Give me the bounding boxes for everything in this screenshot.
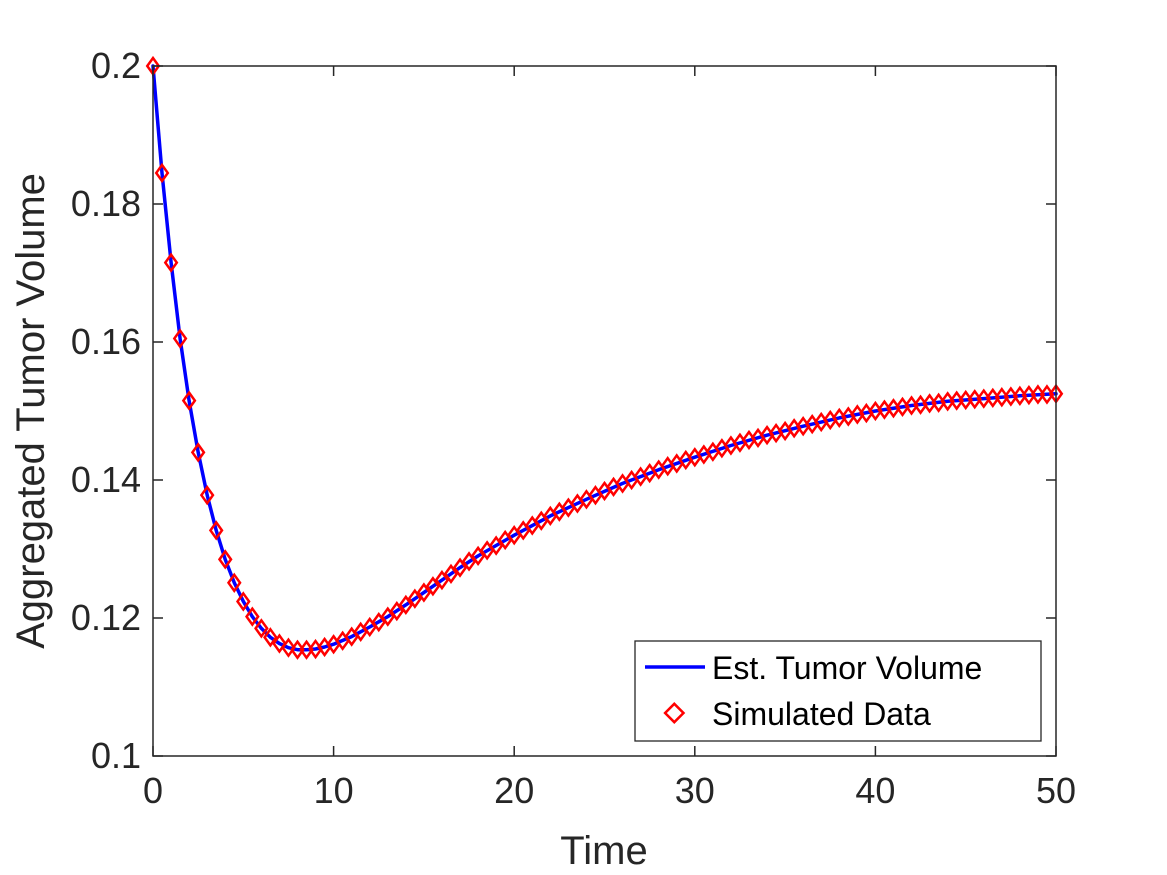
data-point-simulated <box>217 549 233 570</box>
x-tick-label: 30 <box>675 770 715 811</box>
y-tick-label: 0.1 <box>91 735 141 776</box>
data-point-simulated <box>208 520 224 541</box>
data-point-simulated <box>181 390 197 411</box>
data-point-simulated <box>425 576 441 597</box>
data-point-simulated <box>407 588 423 609</box>
data-point-simulated <box>199 485 215 506</box>
data-point-simulated <box>172 328 188 349</box>
ticks-layer: 0 10 20 30 40 50 0.1 0.12 0.14 0.16 0.18 0.2 <box>71 45 1076 811</box>
plot-frame <box>152 65 1057 757</box>
x-tick-label: 20 <box>494 770 534 811</box>
data-point-simulated <box>254 618 269 639</box>
x-tick-label: 10 <box>314 770 354 811</box>
data-point-simulated <box>452 557 468 578</box>
x-axis-title: Time <box>560 829 647 873</box>
data-point-simulated <box>190 442 206 463</box>
y-tick-label: 0.2 <box>91 45 141 86</box>
data-point-simulated <box>443 563 459 584</box>
series-line-est-tumor-volume <box>151 64 1058 652</box>
legend-box <box>634 640 1042 742</box>
data-point-simulated <box>226 572 242 593</box>
x-tick-label: 0 <box>143 770 163 811</box>
data-point-simulated <box>235 591 251 612</box>
legend-label-est-tumor-volume: Est. Tumor Volume <box>712 650 982 686</box>
legend-label-simulated-data: Simulated Data <box>712 696 931 732</box>
data-point-simulated <box>398 594 414 616</box>
data-point-simulated <box>245 606 260 627</box>
y-tick-label: 0.16 <box>71 321 141 362</box>
series-layer <box>145 55 1064 660</box>
data-point-simulated <box>272 633 287 654</box>
y-tick-label: 0.18 <box>71 183 141 224</box>
data-point-simulated <box>389 600 405 622</box>
data-point-simulated <box>434 569 450 591</box>
data-point-simulated <box>154 162 170 184</box>
data-point-simulated <box>263 627 278 648</box>
y-tick-label: 0.12 <box>71 597 141 638</box>
legend: Est. Tumor Volume Simulated Data <box>634 640 1042 742</box>
x-tick-label: 40 <box>855 770 895 811</box>
data-point-simulated <box>416 582 432 603</box>
y-tick-label: 0.14 <box>71 459 141 500</box>
x-tick-label: 50 <box>1036 770 1076 811</box>
legend-diamond-sample <box>663 702 686 724</box>
y-axis-title: Aggregated Tumor Volume <box>9 173 53 649</box>
data-point-simulated <box>281 637 296 658</box>
data-point-simulated <box>163 252 179 273</box>
